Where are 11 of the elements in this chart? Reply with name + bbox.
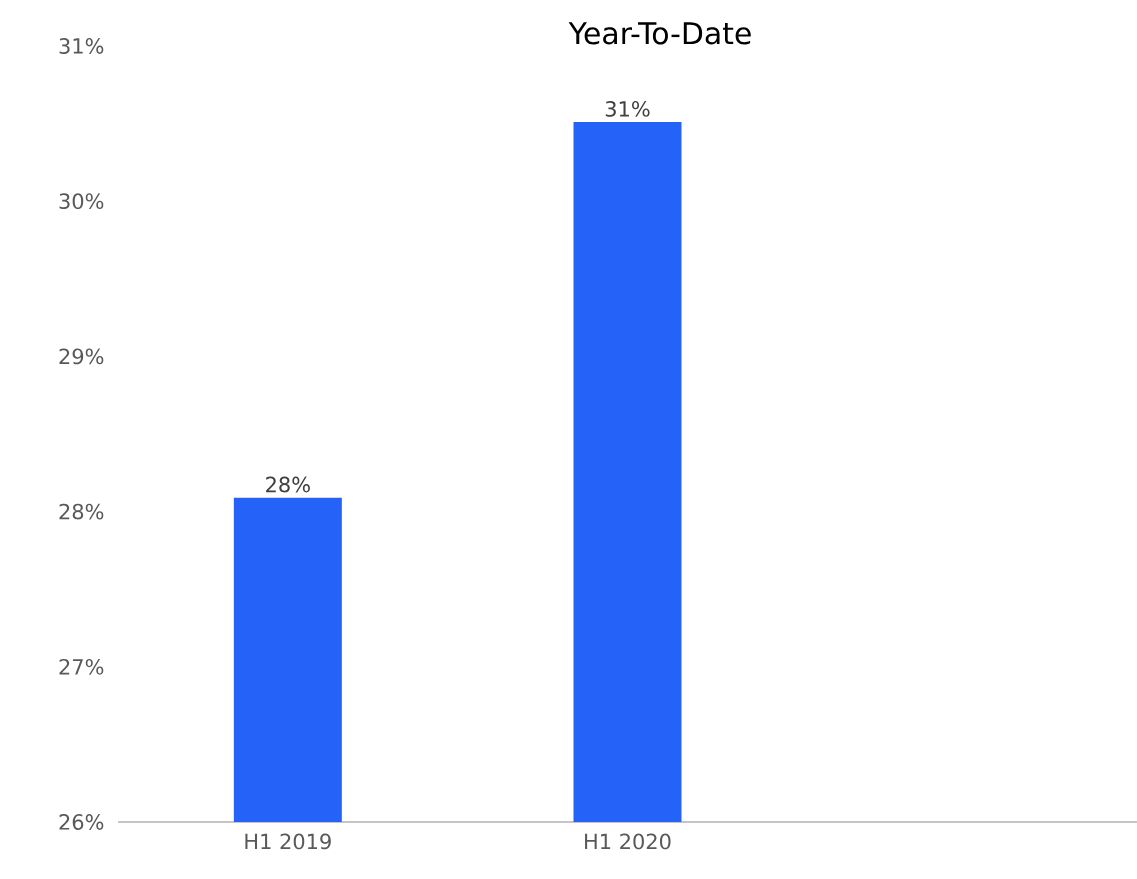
y-tick-label: 27% (59, 658, 104, 675)
data-label: 31% (605, 101, 650, 117)
y-tick-label: 31% (59, 38, 104, 54)
y-tick-label: 29% (59, 348, 104, 365)
y-tick-label: 28% (59, 503, 104, 520)
y-tick-label: 30% (59, 193, 104, 210)
y-tick-label: 26% (59, 814, 104, 830)
x-tick-label: H1 2020 (585, 833, 671, 850)
data-label: 28% (266, 476, 310, 493)
chart-title: Year-To-Date (568, 22, 751, 45)
x-tick-label: H1 2019 (245, 833, 331, 850)
